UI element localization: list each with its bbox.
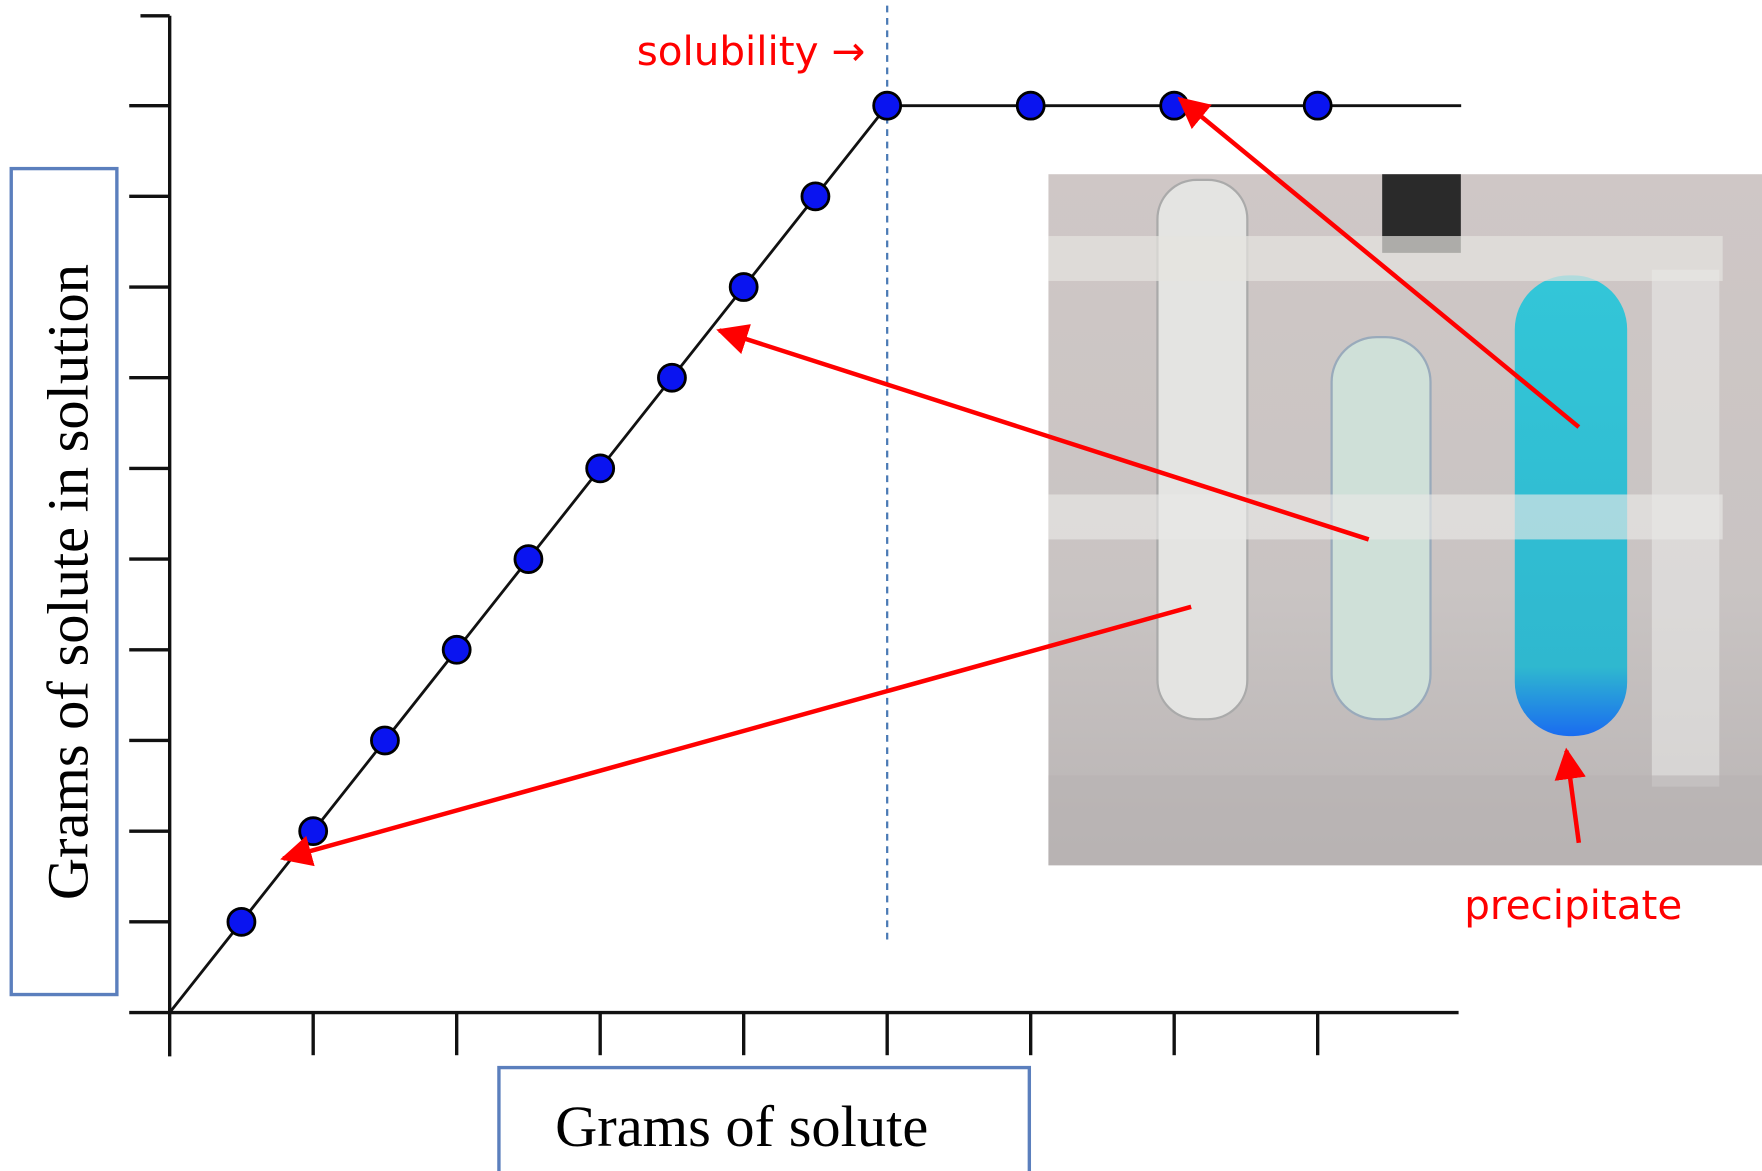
annotation: precipitate (1464, 881, 1682, 929)
point (657, 362, 687, 393)
y-label-box (9, 166, 119, 997)
photo (1048, 174, 1762, 866)
point (1159, 90, 1190, 121)
point (872, 90, 903, 121)
annotation: solubility → (637, 27, 866, 75)
point (1015, 90, 1046, 121)
x-axis-label: Grams of solute (555, 1094, 928, 1159)
point (370, 725, 400, 756)
point (728, 272, 759, 302)
point (800, 181, 831, 212)
x-label-box (497, 1065, 1032, 1171)
annotation-arrows (280, 96, 1586, 867)
point (226, 906, 257, 937)
y-axis-label: Grams of solute in solution (36, 264, 101, 900)
point (585, 453, 616, 484)
point (298, 816, 329, 847)
point (1302, 90, 1333, 121)
point (441, 634, 472, 665)
point (513, 544, 544, 574)
